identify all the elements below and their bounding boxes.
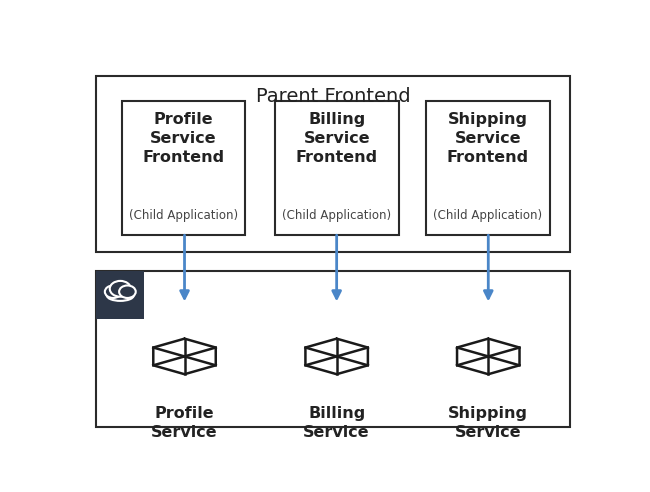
Circle shape: [110, 281, 131, 297]
Bar: [275, 101, 398, 235]
Bar: [122, 101, 245, 235]
Text: (Child Application): (Child Application): [434, 209, 543, 221]
Circle shape: [105, 285, 122, 298]
Text: Billing
Service
Frontend: Billing Service Frontend: [296, 112, 378, 165]
Text: Billing
Service: Billing Service: [304, 406, 370, 440]
Text: Shipping
Service: Shipping Service: [448, 406, 528, 440]
Circle shape: [119, 285, 136, 298]
Text: Profile
Service
Frontend: Profile Service Frontend: [142, 112, 224, 165]
Text: Parent Frontend: Parent Frontend: [256, 88, 410, 106]
Bar: [96, 271, 144, 318]
Text: Profile
Service: Profile Service: [151, 406, 218, 440]
Bar: [96, 271, 570, 427]
Bar: [96, 76, 570, 252]
Bar: [426, 101, 550, 235]
Text: (Child Application): (Child Application): [282, 209, 391, 221]
Ellipse shape: [107, 290, 134, 301]
Bar: [99, 290, 142, 296]
Text: Shipping
Service
Frontend: Shipping Service Frontend: [447, 112, 529, 165]
Text: (Child Application): (Child Application): [129, 209, 238, 221]
